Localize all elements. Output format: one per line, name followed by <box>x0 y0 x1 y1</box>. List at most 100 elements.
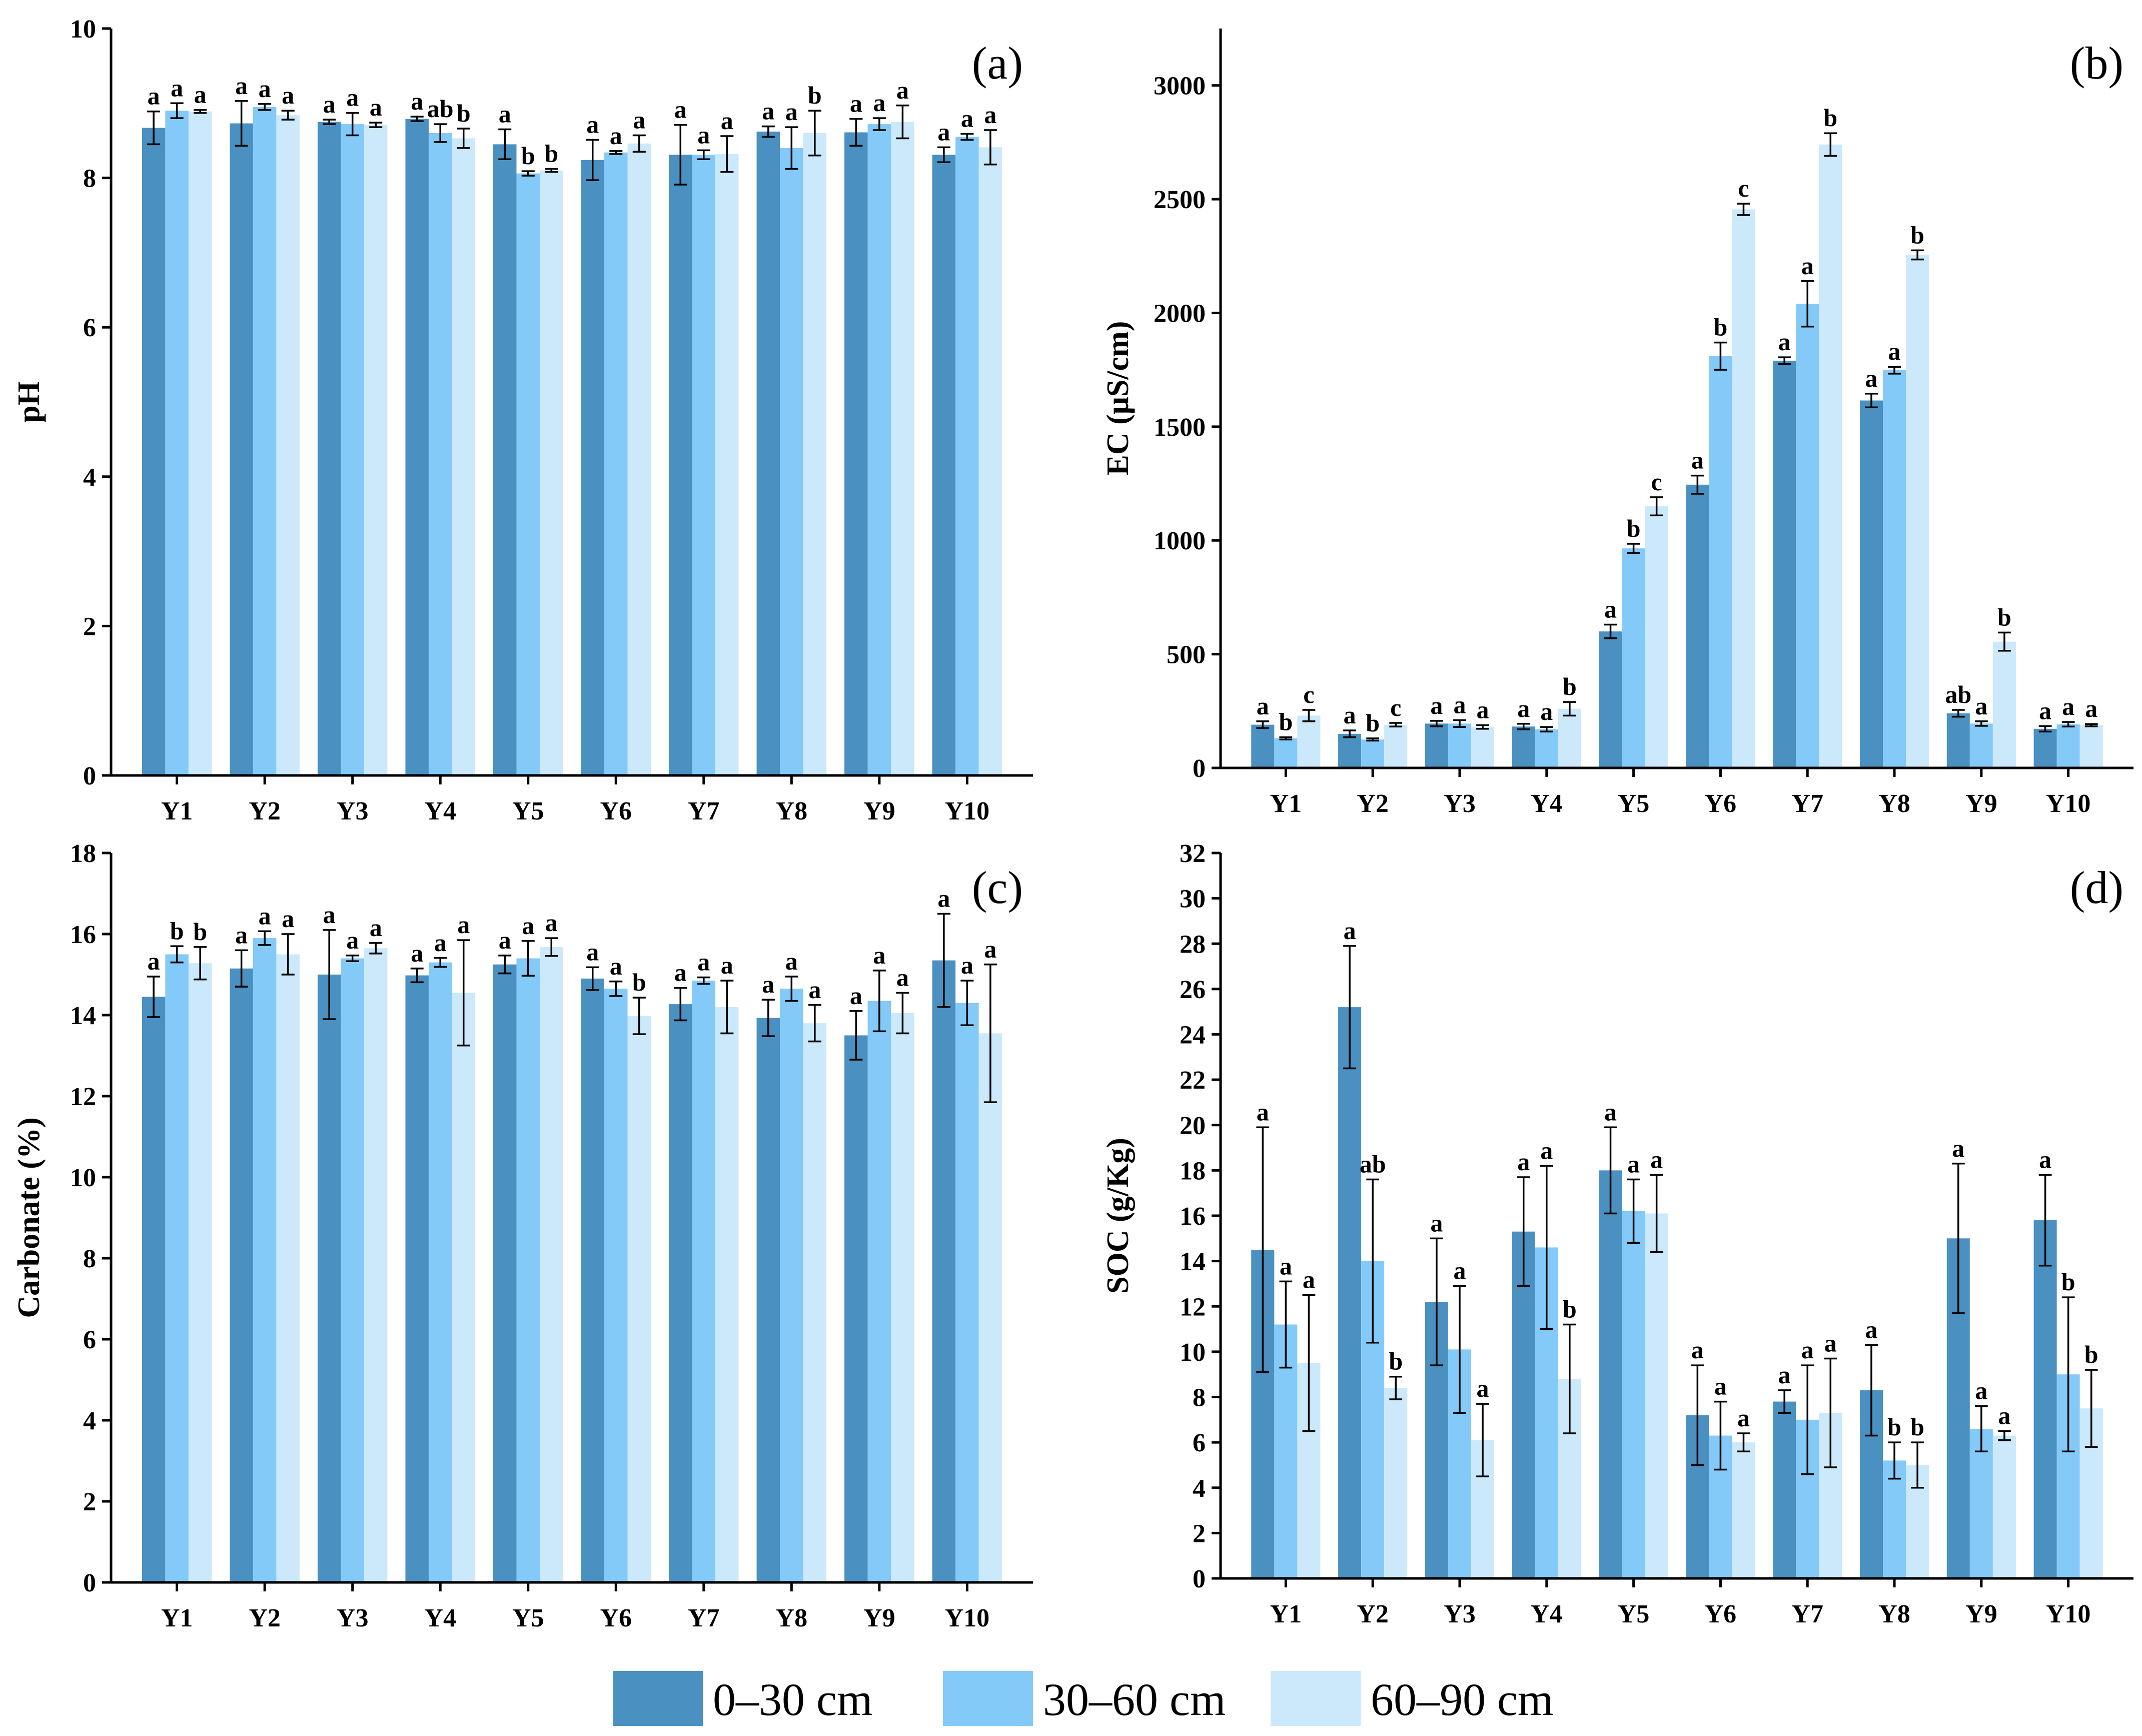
bar-Y6-s2 <box>1709 356 1732 768</box>
y-tick-label: 1000 <box>1154 527 1206 555</box>
y-tick-label: 22 <box>1180 1066 1206 1095</box>
x-tick-label-Y8: Y8 <box>776 1604 808 1632</box>
y-axis-label: EC (μS/cm) <box>1101 321 1135 476</box>
bar-Y4-s1 <box>1512 1231 1535 1578</box>
y-axis-label: pH <box>12 381 46 423</box>
significance-label-Y4-s3: b <box>457 99 471 127</box>
significance-label-Y6-s1: a <box>586 110 599 138</box>
bar-Y9-s3 <box>891 122 914 775</box>
y-axis-label: SOC (g/Kg) <box>1101 1138 1135 1294</box>
bar-Y6-s2 <box>604 989 628 1582</box>
bar-Y5-s3 <box>1645 506 1668 768</box>
y-tick-label: 26 <box>1180 976 1206 1004</box>
significance-label-Y6-s2: a <box>1714 1372 1727 1400</box>
bar-Y8-s3 <box>803 133 827 775</box>
bar-Y6-s3 <box>1732 209 1755 768</box>
bar-Y8-s1 <box>756 1018 780 1582</box>
x-tick-label-Y3: Y3 <box>337 1604 369 1632</box>
bar-Y9-s2 <box>1969 1428 1993 1578</box>
significance-label-Y6-s1: a <box>1691 1336 1704 1364</box>
significance-label-Y1-s3: a <box>194 81 207 109</box>
y-tick-label: 8 <box>1193 1384 1206 1412</box>
bar-Y10-s2 <box>2056 724 2080 768</box>
significance-label-Y6-s1: a <box>586 938 599 966</box>
x-tick-label-Y7: Y7 <box>688 797 720 825</box>
bar-Y3-s2 <box>1448 723 1472 768</box>
x-tick-label-Y9: Y9 <box>1965 1600 1997 1628</box>
significance-label-Y2-s1: a <box>235 72 248 100</box>
significance-label-Y3-s2: a <box>1453 1256 1466 1284</box>
x-tick-label-Y3: Y3 <box>1444 1600 1476 1628</box>
significance-label-Y4-s1: a <box>1517 1148 1530 1176</box>
bar-Y10-s3 <box>978 1033 1002 1582</box>
significance-label-Y3-s2: a <box>346 84 359 112</box>
bar-Y10-s1 <box>932 155 956 775</box>
bar-Y10-s1 <box>2033 1220 2057 1578</box>
y-tick-label: 2 <box>1193 1519 1206 1548</box>
bar-Y5-s3 <box>1645 1213 1668 1578</box>
y-tick-label: 2 <box>83 1488 96 1516</box>
bar-Y6-s3 <box>627 143 651 775</box>
significance-label-Y8-s1: a <box>762 97 774 125</box>
bar-Y1-s3 <box>1297 715 1321 768</box>
y-tick-label: 10 <box>70 15 96 44</box>
bar-Y1-s1 <box>1251 724 1275 768</box>
x-tick-label-Y8: Y8 <box>776 797 808 825</box>
significance-label-Y2-s2: a <box>259 902 271 930</box>
significance-label-Y10-s1: a <box>937 885 950 913</box>
x-tick-label-Y2: Y2 <box>1357 1600 1389 1628</box>
bar-Y7-s2 <box>692 155 716 775</box>
significance-label-Y2-s2: ab <box>1360 1150 1386 1178</box>
y-tick-label: 14 <box>1180 1248 1206 1276</box>
bar-Y4-s2 <box>1535 729 1558 768</box>
bar-Y5-s1 <box>493 964 517 1582</box>
bar-Y2-s1 <box>230 123 253 776</box>
y-tick-label: 10 <box>70 1164 96 1192</box>
y-tick-label: 24 <box>1180 1021 1206 1050</box>
significance-label-Y3-s3: a <box>370 914 382 942</box>
bar-Y9-s3 <box>891 1013 914 1582</box>
bar-Y2-s1 <box>1338 733 1362 768</box>
bar-Y10-s1 <box>2033 728 2057 768</box>
y-tick-label: 32 <box>1180 839 1206 868</box>
x-tick-label-Y7: Y7 <box>1791 1600 1823 1628</box>
x-tick-label-Y9: Y9 <box>863 797 895 825</box>
significance-label-Y2-s3: a <box>282 905 294 933</box>
x-tick-label-Y6: Y6 <box>1705 1600 1737 1628</box>
x-tick-label-Y1: Y1 <box>1270 1600 1302 1628</box>
significance-label-Y8-s1: a <box>762 970 774 998</box>
bar-Y6-s1 <box>581 979 605 1582</box>
y-tick-label: 0 <box>83 1569 96 1597</box>
significance-label-Y9-s1: a <box>1952 1134 1964 1162</box>
significance-label-Y7-s2: a <box>1801 1336 1814 1364</box>
significance-label-Y9-s1: a <box>850 982 862 1010</box>
significance-label-Y4-s2: a <box>434 929 447 957</box>
significance-label-Y3-s1: a <box>1430 691 1443 719</box>
bar-Y9-s1 <box>1946 713 1970 768</box>
significance-label-Y3-s2: a <box>346 926 359 954</box>
significance-label-Y5-s3: b <box>544 140 558 168</box>
significance-label-Y4-s2: a <box>1540 697 1553 725</box>
panel-tag: (a) <box>972 38 1023 89</box>
significance-label-Y9-s2: a <box>1975 692 1987 720</box>
y-tick-label: 2000 <box>1154 299 1206 328</box>
x-tick-label-Y5: Y5 <box>1618 789 1650 818</box>
significance-label-Y1-s2: b <box>170 917 184 945</box>
x-tick-label-Y4: Y4 <box>424 797 456 825</box>
bar-Y2-s2 <box>253 107 277 775</box>
significance-label-Y6-s3: a <box>1737 1404 1750 1432</box>
bar-Y7-s1 <box>669 155 692 775</box>
x-tick-label-Y1: Y1 <box>161 1604 193 1632</box>
y-tick-label: 12 <box>70 1083 96 1111</box>
y-tick-label: 0 <box>1193 1565 1206 1593</box>
significance-label-Y1-s1: a <box>1257 1098 1269 1126</box>
bar-Y2-s1 <box>1338 1007 1362 1578</box>
significance-label-Y7-s3: a <box>721 951 733 979</box>
y-tick-label: 1500 <box>1154 413 1206 442</box>
bar-Y3-s2 <box>341 124 364 775</box>
significance-label-Y2-s3: a <box>282 81 294 109</box>
significance-label-Y2-s3: b <box>1389 1347 1403 1375</box>
bar-Y9-s1 <box>844 1035 868 1582</box>
